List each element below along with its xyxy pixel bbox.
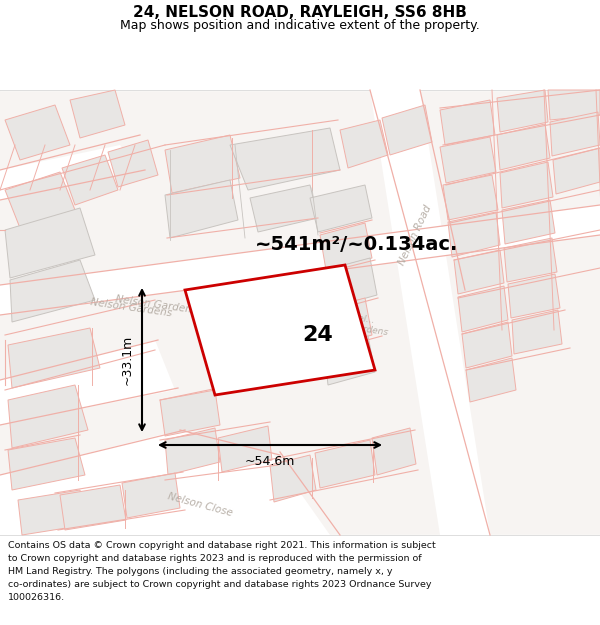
Polygon shape bbox=[548, 90, 600, 120]
Polygon shape bbox=[325, 258, 377, 308]
Polygon shape bbox=[8, 328, 100, 388]
Polygon shape bbox=[122, 473, 180, 518]
Polygon shape bbox=[382, 105, 432, 155]
Polygon shape bbox=[8, 438, 85, 490]
Polygon shape bbox=[0, 430, 330, 535]
Text: 100026316.: 100026316. bbox=[8, 593, 65, 602]
Polygon shape bbox=[165, 135, 240, 193]
Polygon shape bbox=[8, 385, 88, 448]
Text: 24: 24 bbox=[302, 325, 334, 345]
Bar bbox=[0, 535, 600, 625]
Text: co-ordinates) are subject to Crown copyright and database rights 2023 Ordnance S: co-ordinates) are subject to Crown copyr… bbox=[8, 580, 431, 589]
Polygon shape bbox=[0, 205, 600, 315]
Text: ~541m²/~0.134ac.: ~541m²/~0.134ac. bbox=[255, 236, 458, 254]
Text: Nelson Road: Nelson Road bbox=[397, 203, 433, 267]
Polygon shape bbox=[0, 145, 140, 200]
Text: Nel...
Gardens: Nel... Gardens bbox=[290, 318, 331, 342]
Polygon shape bbox=[165, 428, 220, 475]
Polygon shape bbox=[458, 286, 508, 332]
Text: Contains OS data © Crown copyright and database right 2021. This information is : Contains OS data © Crown copyright and d… bbox=[8, 541, 436, 550]
Bar bbox=[0, 0, 600, 90]
Polygon shape bbox=[440, 100, 495, 145]
Polygon shape bbox=[5, 172, 75, 228]
Polygon shape bbox=[508, 274, 560, 318]
Text: Map shows position and indicative extent of the property.: Map shows position and indicative extent… bbox=[120, 19, 480, 32]
Text: Nelson Close: Nelson Close bbox=[166, 491, 233, 519]
Polygon shape bbox=[10, 260, 95, 322]
Polygon shape bbox=[553, 148, 600, 194]
Polygon shape bbox=[70, 90, 125, 138]
Polygon shape bbox=[448, 212, 500, 257]
Polygon shape bbox=[315, 440, 375, 488]
Text: ~54.6m: ~54.6m bbox=[245, 455, 295, 468]
Polygon shape bbox=[320, 298, 372, 348]
Bar bbox=[0, 90, 600, 535]
Polygon shape bbox=[497, 90, 548, 132]
Text: to Crown copyright and database rights 2023 and is reproduced with the permissio: to Crown copyright and database rights 2… bbox=[8, 554, 422, 563]
Polygon shape bbox=[310, 185, 372, 232]
Polygon shape bbox=[185, 265, 375, 395]
Polygon shape bbox=[370, 90, 490, 535]
Polygon shape bbox=[60, 485, 126, 530]
Polygon shape bbox=[440, 137, 496, 183]
Text: Nelson Gardens: Nelson Gardens bbox=[90, 298, 173, 319]
Polygon shape bbox=[340, 120, 388, 168]
Polygon shape bbox=[0, 340, 175, 425]
Polygon shape bbox=[372, 428, 416, 475]
Polygon shape bbox=[165, 180, 238, 238]
Polygon shape bbox=[466, 358, 516, 402]
Polygon shape bbox=[497, 124, 550, 170]
Polygon shape bbox=[502, 200, 555, 244]
Polygon shape bbox=[462, 322, 512, 368]
Polygon shape bbox=[443, 175, 498, 220]
Polygon shape bbox=[324, 336, 375, 385]
Polygon shape bbox=[218, 426, 272, 472]
Polygon shape bbox=[18, 490, 85, 535]
Polygon shape bbox=[512, 310, 562, 354]
Polygon shape bbox=[5, 105, 70, 160]
Polygon shape bbox=[320, 223, 372, 270]
Polygon shape bbox=[250, 185, 318, 232]
Text: Nelson Gardens: Nelson Gardens bbox=[115, 294, 198, 316]
Text: 24, NELSON ROAD, RAYLEIGH, SS6 8HB: 24, NELSON ROAD, RAYLEIGH, SS6 8HB bbox=[133, 5, 467, 20]
Text: HM Land Registry. The polygons (including the associated geometry, namely x, y: HM Land Registry. The polygons (includin… bbox=[8, 567, 392, 576]
Polygon shape bbox=[108, 140, 158, 187]
Text: Nel...
Gardens: Nel... Gardens bbox=[350, 312, 391, 338]
Polygon shape bbox=[5, 208, 95, 278]
Polygon shape bbox=[504, 238, 557, 282]
Polygon shape bbox=[270, 455, 316, 502]
Polygon shape bbox=[230, 128, 340, 190]
Polygon shape bbox=[454, 250, 504, 294]
Polygon shape bbox=[550, 112, 600, 156]
Polygon shape bbox=[500, 162, 553, 208]
Text: ~33.1m: ~33.1m bbox=[121, 335, 134, 385]
Polygon shape bbox=[62, 155, 118, 205]
Polygon shape bbox=[160, 390, 220, 436]
